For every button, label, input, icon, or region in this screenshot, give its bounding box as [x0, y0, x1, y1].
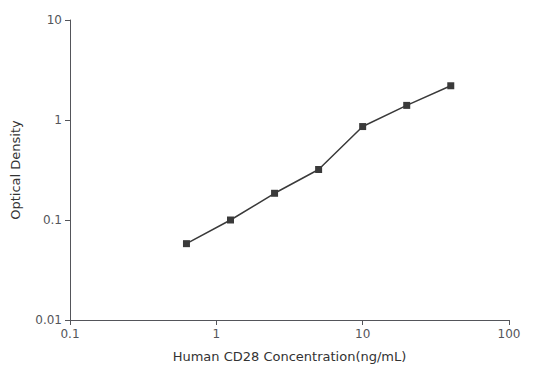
svg-text:Optical Density: Optical Density: [8, 120, 23, 220]
svg-text:10: 10: [47, 13, 62, 27]
svg-text:10: 10: [355, 327, 370, 341]
svg-text:0.1: 0.1: [43, 213, 62, 227]
svg-text:1: 1: [213, 327, 221, 341]
svg-text:100: 100: [498, 327, 521, 341]
svg-text:0.1: 0.1: [60, 327, 79, 341]
svg-text:Human CD28 Concentration(ng/mL: Human CD28 Concentration(ng/mL): [173, 349, 407, 364]
svg-text:0.01: 0.01: [35, 313, 62, 327]
svg-text:1: 1: [54, 113, 62, 127]
